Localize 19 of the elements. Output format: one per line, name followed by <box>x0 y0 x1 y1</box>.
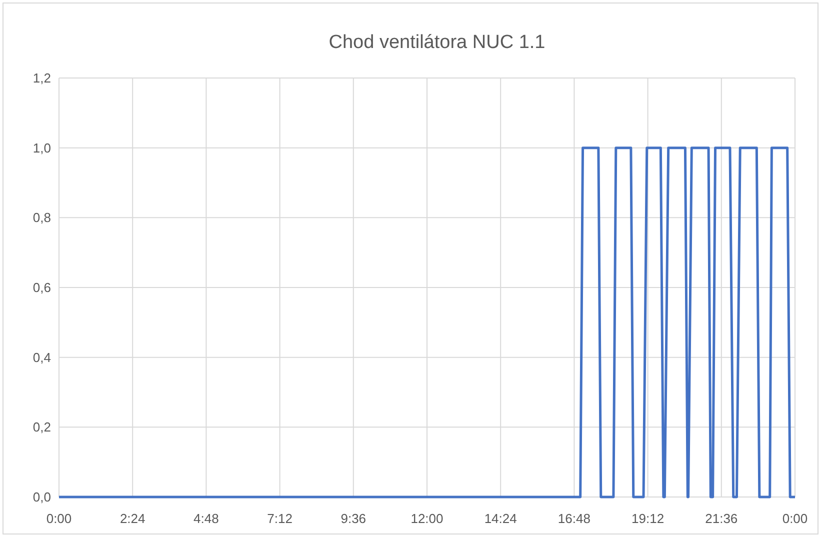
y-tick-label: 1,2 <box>32 70 51 86</box>
x-tick-label: 4:48 <box>194 511 219 526</box>
y-tick-label: 0,8 <box>32 210 51 226</box>
chart-title: Chod ventilátora NUC 1.1 <box>328 32 546 53</box>
x-tick-label: 2:24 <box>120 511 146 526</box>
x-tick-label: 9:36 <box>340 511 366 526</box>
y-tick-label: 0,6 <box>32 280 51 296</box>
y-tick-label: 1,0 <box>32 140 51 156</box>
x-tick-label: 0:00 <box>46 511 72 526</box>
x-tick-label: 0:00 <box>782 511 808 526</box>
x-tick-label: 21:36 <box>705 511 738 526</box>
x-tick-label: 16:48 <box>558 511 590 526</box>
x-tick-label: 19:12 <box>632 511 664 526</box>
y-tick-label: 0,4 <box>32 350 51 365</box>
x-tick-label: 14:24 <box>484 511 517 526</box>
x-tick-label: 12:00 <box>410 511 444 526</box>
y-tick-label: 0,0 <box>32 490 51 505</box>
x-tick-label: 7:12 <box>267 511 292 526</box>
y-tick-label: 0,2 <box>32 420 51 435</box>
